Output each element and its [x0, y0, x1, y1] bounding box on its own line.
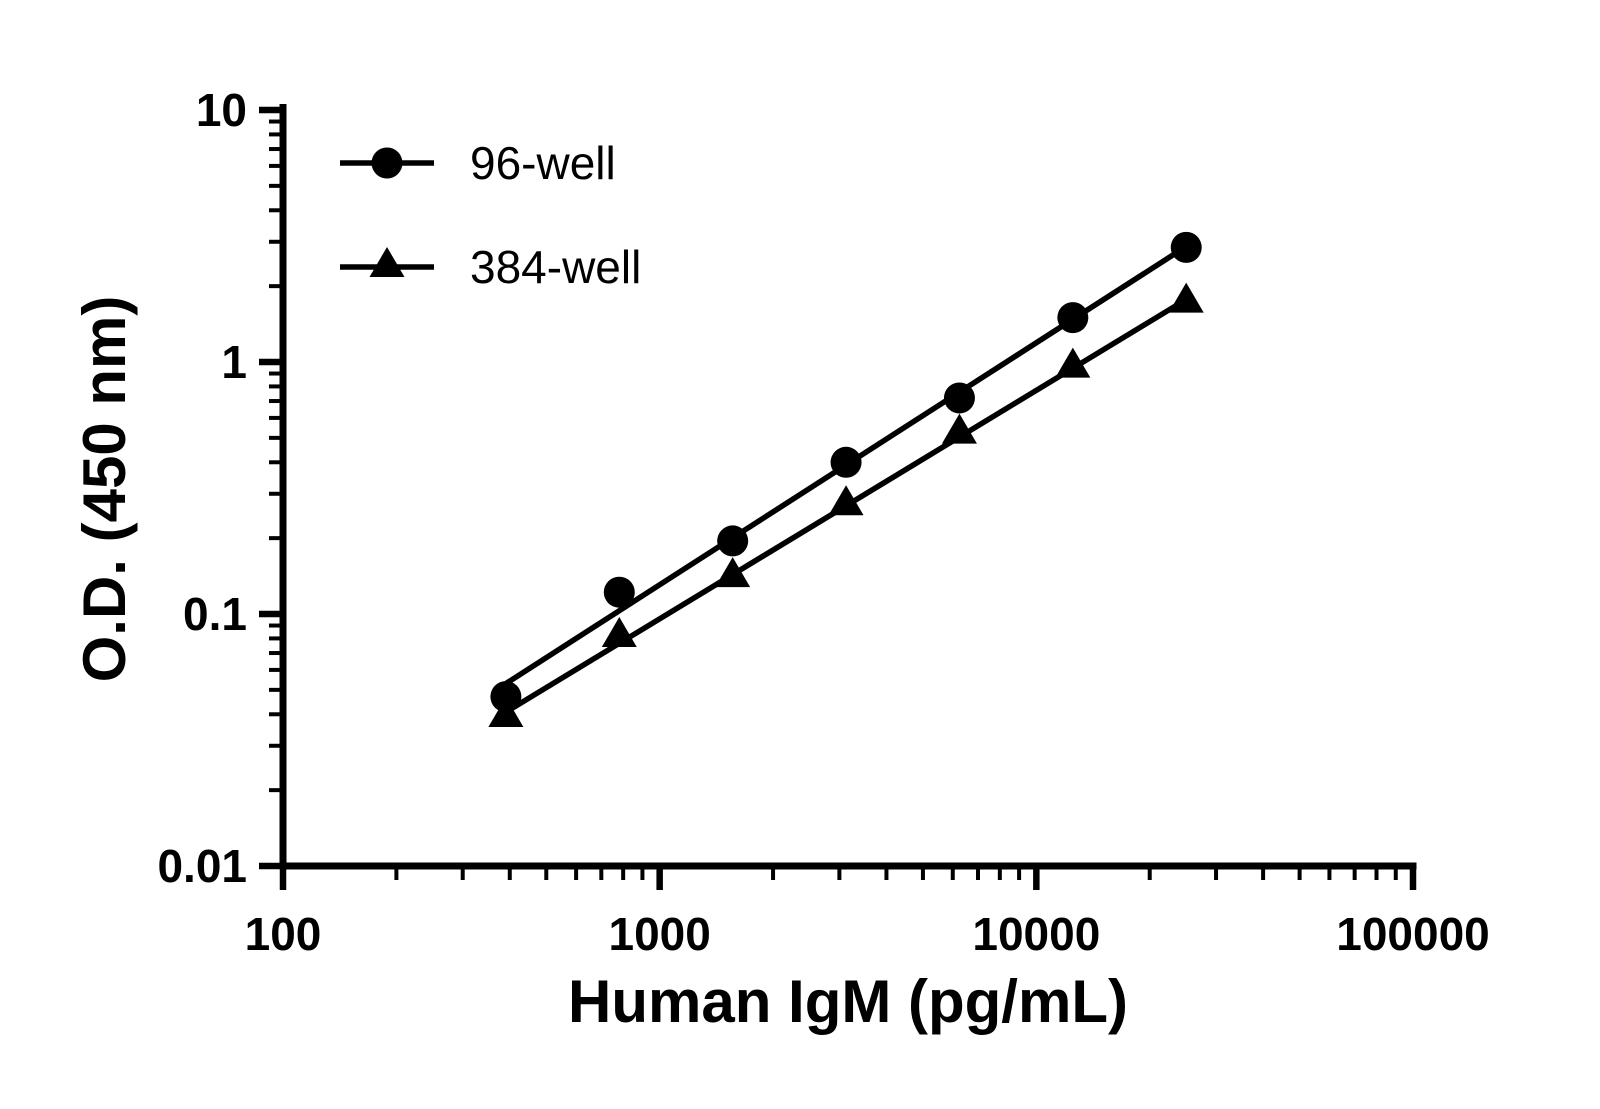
data-point-marker-circle — [1170, 231, 1202, 263]
data-point-marker-circle — [943, 382, 975, 414]
data-point-marker-triangle — [828, 485, 864, 516]
data-point-marker-circle — [603, 576, 635, 608]
data-series — [488, 231, 1204, 728]
data-point-marker-triangle — [488, 697, 524, 728]
data-point-marker-triangle — [715, 557, 751, 588]
x-axis-title: Human IgM (pg/mL) — [568, 968, 1128, 1035]
legend-item-96-well: 96-well — [340, 137, 616, 189]
legend-label: 384-well — [470, 241, 641, 293]
data-point-marker-circle — [717, 525, 749, 557]
data-point-marker-circle — [371, 147, 403, 179]
y-axis-title: O.D. (450 nm) — [71, 296, 138, 683]
series-96-well — [490, 231, 1202, 713]
y-axis-tick-label: 1 — [221, 336, 247, 388]
legend: 96-well 384-well — [340, 137, 641, 293]
data-point-marker-circle — [1057, 302, 1089, 334]
x-axis-tick-label: 10000 — [972, 908, 1100, 960]
x-axis-tick-label: 100000 — [1336, 908, 1490, 960]
x-axis-tick-label: 100 — [245, 908, 322, 960]
x-axis-tick-label: 1000 — [608, 908, 710, 960]
legend-label: 96-well — [470, 137, 616, 189]
series-384-well — [488, 282, 1204, 728]
tick-labels: 100 1000 10000 100000 0.01 0.1 1 10 — [157, 84, 1489, 960]
axes — [279, 104, 1417, 870]
data-point-marker-triangle — [601, 617, 637, 648]
data-point-marker-circle — [830, 446, 862, 478]
tick-marks — [259, 106, 1417, 890]
y-axis-tick-label: 0.01 — [157, 840, 247, 892]
y-axis-tick-label: 0.1 — [183, 588, 247, 640]
legend-item-384-well: 384-well — [340, 241, 641, 293]
y-axis-tick-label: 10 — [196, 84, 247, 136]
data-point-marker-triangle — [1055, 347, 1091, 378]
data-point-marker-triangle — [369, 247, 405, 277]
data-point-marker-triangle — [941, 413, 977, 444]
data-point-marker-triangle — [1168, 282, 1204, 313]
